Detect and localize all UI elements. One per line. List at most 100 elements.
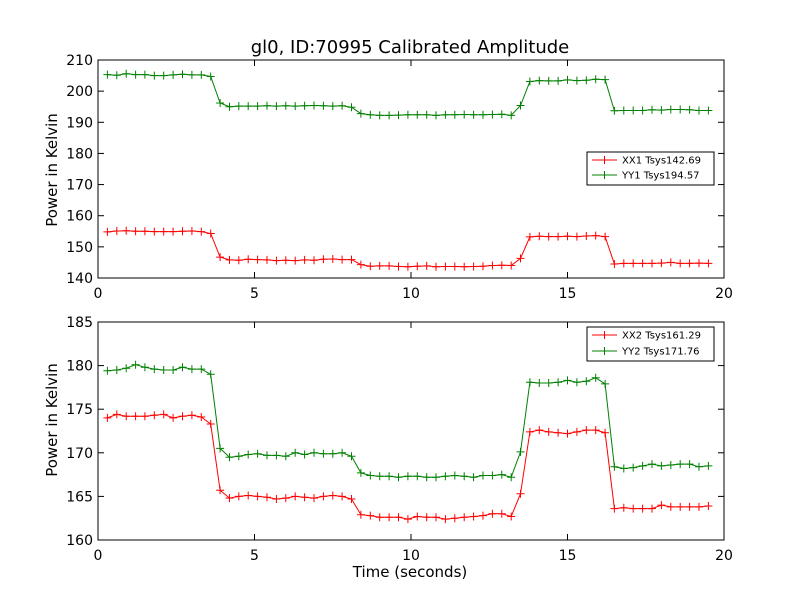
- data-point-0-1: [281, 101, 290, 110]
- data-point-0-0: [403, 262, 412, 271]
- data-point-1-1: [704, 461, 713, 470]
- bottom-chart-ylabel: Power in Kelvin: [43, 363, 61, 477]
- x-tick-label: 15: [559, 286, 577, 302]
- data-point-1-0: [281, 494, 290, 503]
- data-point-0-0: [291, 256, 300, 265]
- data-point-0-0: [206, 229, 215, 238]
- data-point-1-1: [187, 365, 196, 374]
- data-point-0-1: [507, 111, 516, 120]
- data-point-0-0: [591, 231, 600, 240]
- data-point-0-0: [629, 259, 638, 268]
- data-point-0-0: [159, 227, 168, 236]
- bottom-plot-area: 0 5 10 15 20 160 165 170 175 180 185: [66, 315, 733, 564]
- data-point-1-0: [122, 412, 131, 421]
- x-tick-label: 0: [94, 286, 103, 302]
- data-point-0-0: [197, 227, 206, 236]
- data-point-1-0: [554, 428, 563, 437]
- data-point-0-0: [704, 259, 713, 268]
- bottom-legend-entry-xx2: XX2 Tsys161.29: [592, 331, 701, 342]
- data-point-0-0: [356, 260, 365, 269]
- data-point-0-0: [169, 227, 178, 236]
- data-point-0-0: [338, 255, 347, 264]
- data-point-1-0: [572, 427, 581, 436]
- data-point-1-0: [666, 502, 675, 511]
- top-legend-entry-yy1: YY1 Tsys194.57: [592, 171, 700, 182]
- data-point-0-0: [441, 262, 450, 271]
- data-point-0-0: [103, 227, 112, 236]
- data-point-0-0: [657, 259, 666, 268]
- data-point-1-1: [525, 378, 534, 387]
- data-point-1-1: [159, 366, 168, 374]
- data-point-1-0: [300, 493, 309, 502]
- data-point-0-0: [122, 226, 131, 235]
- data-point-0-1: [591, 75, 600, 84]
- data-point-1-1: [338, 448, 347, 457]
- data-point-1-1: [112, 366, 121, 374]
- data-point-1-0: [291, 492, 300, 501]
- data-point-0-1: [685, 105, 694, 114]
- data-point-0-1: [122, 69, 131, 78]
- bottom-chart: Power in Kelvin Time (seconds) 0 5 10 15 20 1…: [43, 315, 733, 581]
- data-point-1-0: [319, 492, 328, 501]
- data-point-1-0: [112, 410, 121, 419]
- data-point-0-0: [460, 262, 469, 271]
- data-point-1-0: [310, 494, 318, 503]
- data-point-1-0: [460, 513, 469, 522]
- data-point-0-1: [206, 72, 215, 81]
- data-point-1-1: [695, 462, 703, 471]
- data-point-1-1: [150, 365, 159, 374]
- data-point-0-1: [263, 101, 271, 110]
- data-point-0-0: [479, 262, 487, 271]
- data-point-0-0: [554, 232, 563, 241]
- data-point-1-1: [450, 471, 459, 480]
- y-tick-label: 170: [66, 178, 93, 194]
- data-point-1-1: [648, 460, 656, 469]
- data-point-1-1: [356, 468, 365, 477]
- data-point-0-1: [103, 70, 112, 79]
- data-point-1-0: [422, 513, 431, 522]
- series-line-0-1: [107, 73, 709, 116]
- top-legend-label-yy1: YY1 Tsys194.57: [621, 171, 700, 182]
- top-legend-label-xx1: XX1 Tsys142.69: [622, 156, 701, 167]
- data-point-1-1: [347, 452, 356, 461]
- data-point-0-1: [676, 105, 685, 114]
- data-point-1-1: [103, 366, 112, 375]
- data-point-1-0: [676, 502, 685, 511]
- data-point-0-0: [244, 255, 253, 264]
- data-point-1-1: [140, 363, 149, 372]
- data-point-1-0: [432, 513, 440, 522]
- data-point-0-1: [535, 76, 544, 85]
- data-point-0-0: [582, 232, 591, 240]
- data-point-1-1: [441, 472, 450, 481]
- data-point-0-1: [666, 105, 675, 114]
- data-point-1-0: [619, 503, 628, 512]
- data-point-0-1: [112, 71, 121, 80]
- x-tick-label: 20: [715, 548, 733, 564]
- data-point-1-0: [234, 492, 243, 501]
- data-point-0-0: [234, 256, 243, 265]
- data-point-1-1: [535, 379, 544, 387]
- data-point-1-0: [413, 512, 422, 521]
- data-point-1-0: [159, 410, 168, 419]
- data-point-1-0: [216, 486, 225, 495]
- data-point-0-1: [178, 70, 187, 79]
- data-point-0-1: [216, 99, 225, 107]
- data-point-0-1: [479, 110, 487, 119]
- data-point-0-0: [535, 232, 544, 241]
- data-point-0-0: [319, 255, 328, 264]
- data-point-1-1: [234, 452, 243, 461]
- top-chart: gl0, ID:70995 Calibrated Amplitude Power…: [43, 37, 733, 302]
- data-point-0-0: [638, 259, 647, 268]
- data-point-1-1: [479, 471, 487, 480]
- data-point-0-0: [516, 254, 525, 263]
- data-point-1-1: [319, 449, 328, 458]
- data-point-1-0: [150, 411, 159, 420]
- data-point-0-1: [619, 106, 628, 115]
- data-point-0-0: [328, 255, 337, 263]
- data-point-0-1: [403, 110, 412, 119]
- data-point-1-1: [629, 463, 638, 472]
- bottom-legend-entry-yy2: YY2 Tsys171.76: [592, 347, 700, 358]
- data-point-0-1: [450, 110, 459, 119]
- data-point-1-1: [657, 461, 666, 470]
- data-point-1-0: [638, 504, 647, 513]
